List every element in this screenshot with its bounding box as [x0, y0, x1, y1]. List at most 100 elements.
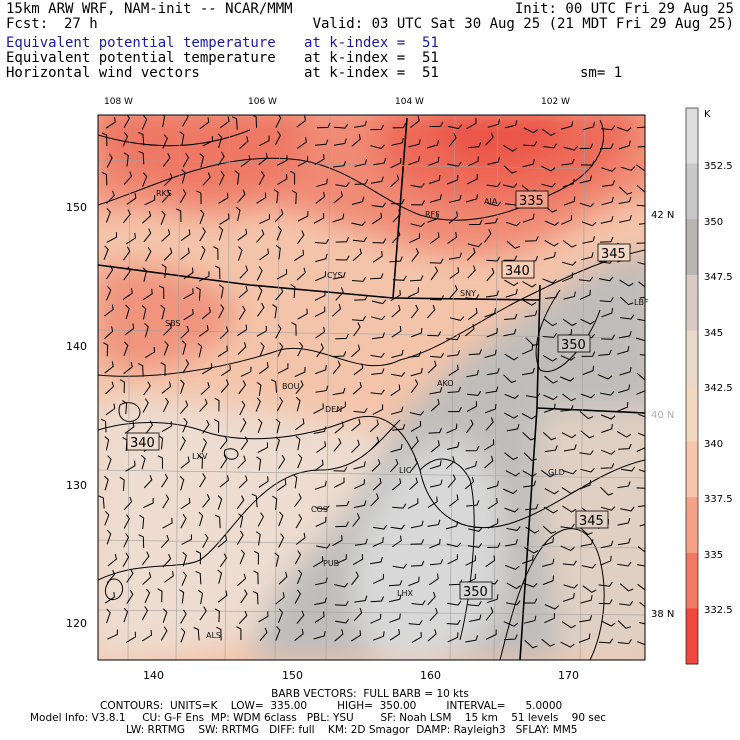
wind-barb — [542, 558, 555, 567]
wind-barb — [543, 318, 558, 327]
wind-barb — [370, 352, 385, 358]
wind-barb — [334, 618, 350, 624]
wind-barb — [351, 276, 367, 282]
wind-barb — [408, 576, 420, 587]
wind-barb — [372, 404, 384, 415]
wind-barb — [277, 363, 289, 374]
wind-barb — [389, 256, 403, 263]
wind-barb — [352, 554, 364, 566]
wind-barb — [372, 537, 384, 547]
wind-barb — [240, 155, 251, 168]
wind-barb — [351, 571, 359, 586]
wind-barb — [237, 189, 246, 203]
wind-barb — [410, 183, 425, 188]
wind-barb — [123, 246, 131, 261]
wind-barb — [600, 540, 614, 549]
station-label: LHX — [397, 589, 413, 598]
wind-barb — [201, 306, 211, 320]
wind-barb — [636, 447, 645, 452]
lat-label: 40 N — [651, 410, 674, 421]
wind-barb — [291, 322, 297, 336]
wind-barb — [598, 581, 613, 587]
wind-barb — [296, 230, 305, 245]
wind-barb — [522, 432, 536, 441]
wind-barb — [161, 473, 169, 488]
wind-barb — [391, 304, 401, 318]
wind-barb — [542, 537, 554, 547]
wind-barb — [157, 455, 163, 470]
wind-barb — [240, 589, 248, 604]
colorbar-label: 350 — [704, 217, 723, 228]
wind-barb — [105, 403, 116, 416]
state-borders — [98, 117, 645, 660]
wind-barb — [465, 193, 479, 203]
wind-barb — [485, 629, 497, 640]
wind-barb — [466, 118, 477, 130]
wind-barb — [579, 526, 593, 536]
wind-barb — [446, 619, 461, 625]
wind-barb — [468, 614, 482, 622]
colorbar-label: 340 — [704, 439, 723, 450]
wind-barb — [448, 252, 462, 260]
wind-barb — [160, 304, 166, 320]
field-3-smoothing: sm= 1 — [580, 65, 623, 81]
wind-barb — [351, 221, 366, 226]
wind-barb — [524, 639, 538, 649]
forecast-hour-label: Fcst: — [6, 16, 49, 32]
wind-barb — [179, 189, 187, 204]
wind-barb — [617, 517, 631, 526]
wind-barb — [295, 514, 303, 529]
wind-barb — [220, 379, 229, 393]
wind-barb — [314, 238, 330, 244]
wind-barb — [601, 620, 616, 627]
x-axis-ticks: 140 150 160 170 — [143, 669, 579, 682]
wind-barb — [427, 360, 437, 374]
wind-barb — [636, 126, 645, 129]
wind-barb — [465, 460, 477, 470]
wind-barb — [179, 589, 185, 604]
wind-barb — [582, 236, 595, 244]
wind-barb — [618, 140, 631, 150]
wind-barb — [580, 430, 595, 439]
wind-barb — [106, 265, 114, 280]
contour-label: 350 — [463, 585, 488, 600]
wind-barb — [144, 194, 156, 206]
wind-barb — [125, 460, 136, 472]
wind-barb — [164, 570, 174, 583]
wind-barb — [543, 506, 558, 514]
wind-barb — [390, 174, 400, 188]
wind-barb — [142, 398, 149, 413]
wind-barb — [122, 400, 128, 415]
wind-barb — [578, 276, 594, 282]
wind-barb — [392, 424, 406, 431]
wind-barb — [390, 371, 406, 377]
wind-barb — [163, 247, 173, 261]
wind-barb — [410, 367, 423, 377]
colorbar-segment — [686, 441, 698, 498]
wind-barb — [217, 151, 225, 166]
wind-barb — [316, 543, 331, 549]
wind-barb — [275, 324, 282, 339]
wind-barb — [563, 444, 577, 452]
wind-barb — [313, 403, 324, 414]
wind-barb — [600, 555, 612, 566]
wind-barb — [617, 346, 630, 355]
wind-barb — [314, 480, 327, 490]
wind-barb — [411, 200, 425, 206]
wind-barb — [296, 115, 307, 128]
wind-barb — [373, 524, 388, 530]
wind-barb — [392, 563, 408, 569]
wind-barb — [600, 449, 616, 455]
wind-barb — [639, 296, 645, 299]
wind-barb — [315, 577, 328, 586]
wind-barb — [332, 360, 341, 375]
wind-barb — [582, 585, 597, 593]
wind-barb — [635, 337, 645, 342]
wind-barb — [163, 341, 169, 356]
wind-barb — [446, 423, 458, 434]
wind-barb — [390, 384, 401, 397]
wind-barb — [351, 418, 361, 432]
wind-barb — [409, 410, 425, 416]
wind-barb — [103, 342, 109, 357]
wind-barb — [161, 229, 171, 242]
